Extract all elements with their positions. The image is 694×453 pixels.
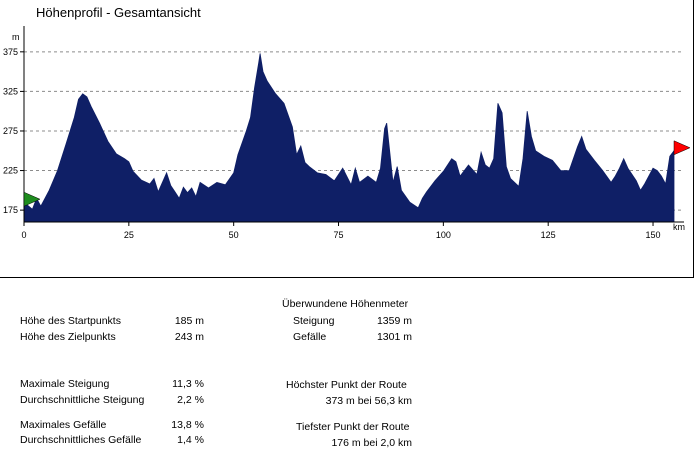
start-height-value: 185 m xyxy=(174,315,204,327)
x-tick-label-0: 0 xyxy=(21,230,26,240)
y-tick-label-375: 375 xyxy=(3,47,18,57)
y-tick-label-175: 175 xyxy=(3,205,18,215)
descent-value: 1301 m xyxy=(376,331,412,343)
x-tick-label-25: 25 xyxy=(124,230,134,240)
avg-decline-label: Durchschnittliches Gefälle xyxy=(20,434,142,446)
x-tick-label-100: 100 xyxy=(436,230,451,240)
y-axis-unit: m xyxy=(12,32,20,42)
chart-title: Höhenprofil - Gesamtansicht xyxy=(36,5,201,20)
ascent-value: 1359 m xyxy=(376,315,412,327)
descent-label: Gefälle xyxy=(293,331,327,343)
lowest-point-heading: Tiefster Punkt der Route xyxy=(296,421,410,433)
x-tick-label-150: 150 xyxy=(646,230,661,240)
x-tick-label-50: 50 xyxy=(229,230,239,240)
y-tick-label-325: 325 xyxy=(3,86,18,96)
max-incline-value: 11,3 % xyxy=(172,378,204,390)
avg-decline-value: 1,4 % xyxy=(177,434,204,446)
elevation-chart: 175 225 275 325 375 0 25 50 75 100 125 150 xyxy=(3,26,691,240)
highest-point-value: 373 m bei 56,3 km xyxy=(325,395,412,407)
y-tick-label-275: 275 xyxy=(3,126,18,136)
max-decline-value: 13,8 % xyxy=(171,419,204,431)
avg-incline-label: Durchschnittliche Steigung xyxy=(20,394,145,406)
lowest-point-value: 176 m bei 2,0 km xyxy=(331,437,412,449)
max-incline-label: Maximale Steigung xyxy=(20,378,110,390)
start-height-label: Höhe des Startpunkts xyxy=(20,315,121,327)
x-axis-unit: km xyxy=(673,222,685,232)
elevation-chart-panel: 175 225 275 325 375 0 25 50 75 100 125 150 Höhenpro… xyxy=(0,0,694,278)
ascent-label: Steigung xyxy=(293,315,335,327)
end-flag-icon xyxy=(673,140,691,156)
x-tick-label-75: 75 xyxy=(334,230,344,240)
elevation-area xyxy=(23,53,675,223)
x-tick-label-125: 125 xyxy=(541,230,556,240)
highest-point-heading: Höchster Punkt der Route xyxy=(286,379,407,391)
end-height-value: 243 m xyxy=(174,331,204,343)
overcome-heading: Überwundene Höhenmeter xyxy=(282,298,409,310)
start-flag-icon xyxy=(23,191,41,207)
route-statistics: Höhe des Startpunkts 185 m Höhe des Ziel… xyxy=(0,279,694,453)
max-decline-label: Maximales Gefälle xyxy=(20,419,107,431)
avg-incline-value: 2,2 % xyxy=(177,394,204,406)
end-height-label: Höhe des Zielpunkts xyxy=(20,331,116,343)
y-tick-label-225: 225 xyxy=(3,166,18,176)
